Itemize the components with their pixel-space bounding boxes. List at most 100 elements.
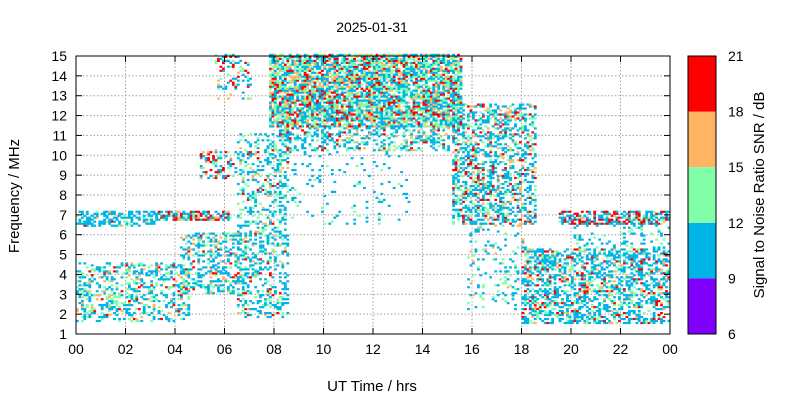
snr-cell [353,133,356,136]
snr-cell [387,73,391,76]
snr-cell [313,81,317,84]
snr-cell [330,63,334,66]
snr-cell [286,298,290,301]
snr-cell [432,71,436,74]
snr-cell [118,317,121,321]
snr-cell [402,85,406,88]
snr-cell [402,127,406,130]
snr-cell [422,125,426,128]
snr-cell [204,236,208,239]
snr-cell [373,55,376,58]
snr-cell [368,127,371,130]
snr-cell [172,292,176,295]
snr-cell [474,149,478,152]
snr-cell [464,155,468,158]
snr-cell [132,272,136,275]
snr-cell [479,139,483,142]
snr-cell [464,125,468,128]
snr-cell [256,159,260,162]
snr-cell [326,121,329,124]
snr-cell [192,248,196,251]
snr-cell [425,75,428,78]
snr-cell [276,121,280,124]
snr-cell [387,204,391,207]
chart-title: 2025-01-31 [336,19,408,35]
snr-cell [128,296,131,299]
snr-cell [377,218,381,221]
snr-cell [254,296,257,299]
snr-cell [368,97,371,100]
snr-cell [375,113,379,116]
snr-cell [392,77,396,80]
snr-cell [340,99,344,102]
snr-cell [227,254,230,257]
snr-cell [90,306,94,309]
snr-cell [402,81,406,84]
snr-cell [316,133,319,136]
snr-cell [338,117,342,120]
snr-cell [410,93,413,96]
snr-cell [457,75,460,78]
snr-cell [120,216,124,219]
snr-cell [306,125,309,128]
snr-cell [306,165,309,168]
snr-cell [335,143,339,146]
snr-cell [160,212,163,215]
snr-cell [422,93,426,96]
snr-cell [333,216,337,219]
snr-cell [462,147,465,150]
snr-cell [321,81,324,84]
snr-cell [474,220,478,223]
snr-cell [400,109,403,112]
snr-cell [335,111,339,114]
snr-cell [241,280,245,283]
snr-cell [224,240,228,243]
snr-cell [464,171,468,174]
snr-cell [83,290,87,293]
snr-cell [345,103,349,106]
snr-cell [400,147,403,150]
snr-cell [246,157,250,160]
snr-cell [387,145,391,148]
snr-cell [400,53,403,56]
snr-cell [380,63,384,66]
snr-cell [212,216,215,219]
snr-cell [303,69,307,72]
snr-cell [239,224,243,227]
snr-cell [298,113,302,116]
snr-cell [296,97,300,100]
snr-cell [397,77,401,80]
snr-cell [343,75,347,78]
snr-cell [397,109,401,112]
snr-cell [442,95,446,98]
snr-cell [462,206,465,209]
snr-cell [241,254,245,257]
snr-cell [439,115,443,118]
snr-cell [85,222,89,225]
snr-cell [484,222,488,225]
snr-cell [358,79,361,82]
snr-cell [115,224,119,227]
snr-cell [236,262,240,265]
snr-cell [261,260,265,263]
snr-cell [387,59,391,62]
snr-cell [115,272,119,275]
snr-cell [202,254,205,257]
snr-cell [335,83,339,86]
snr-cell [355,105,359,108]
snr-cell [241,135,245,138]
snr-cell [241,73,245,76]
snr-cell [269,260,272,263]
snr-cell [192,210,196,213]
snr-cell [157,266,161,269]
snr-cell [137,210,141,213]
snr-cell [474,176,478,180]
snr-cell [286,167,290,170]
snr-cell [335,107,339,110]
snr-cell [380,133,384,136]
snr-cell [326,105,329,108]
snr-cell [335,133,339,136]
snr-cell [293,125,297,128]
snr-cell [368,87,371,90]
snr-cell [264,302,267,305]
